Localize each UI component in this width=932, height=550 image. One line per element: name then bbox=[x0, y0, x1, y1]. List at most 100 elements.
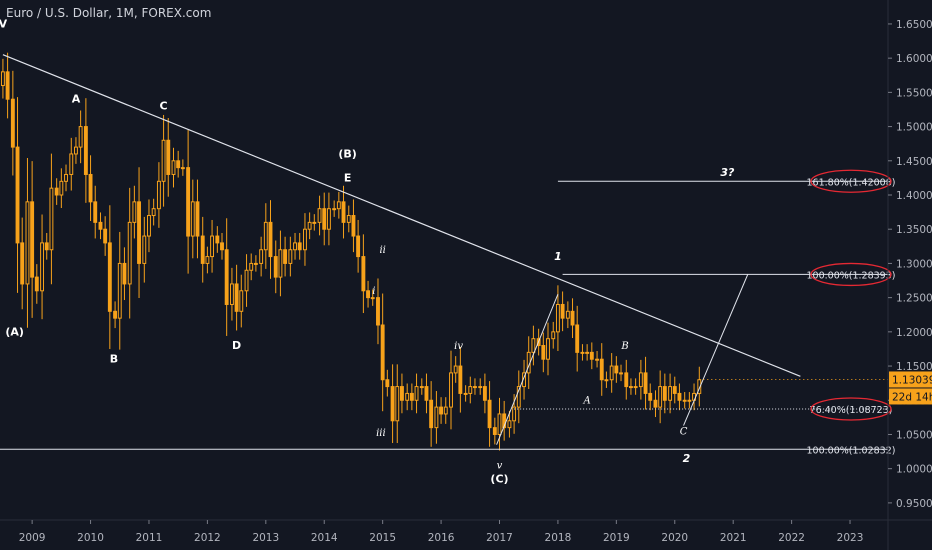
candle-body bbox=[253, 262, 258, 265]
wave-label: 2 bbox=[683, 452, 691, 465]
candle-body bbox=[49, 187, 54, 251]
fib-highlight-ellipse bbox=[810, 262, 892, 287]
candle-body bbox=[5, 71, 10, 100]
time-tick-label: 2013 bbox=[252, 532, 279, 544]
candle-body bbox=[268, 221, 273, 258]
candle-body bbox=[648, 392, 653, 401]
candle-body bbox=[356, 235, 361, 258]
price-tick-label: 1.15000 bbox=[896, 361, 932, 373]
fib-level-label: 161.80%(1.42008) bbox=[807, 177, 896, 188]
candle-body bbox=[137, 201, 141, 264]
candle-body bbox=[643, 372, 648, 394]
wave-label: (B) bbox=[338, 147, 356, 160]
candle-body bbox=[555, 303, 560, 333]
candle-body bbox=[604, 379, 609, 382]
candle-body bbox=[40, 242, 45, 292]
candle-body bbox=[653, 399, 658, 408]
candle-body bbox=[589, 351, 594, 360]
last-price-badge bbox=[889, 371, 932, 388]
candle-body bbox=[570, 310, 575, 326]
candle-body bbox=[142, 235, 147, 264]
candle-body bbox=[78, 126, 83, 148]
candle-body bbox=[273, 256, 278, 278]
candle-body bbox=[487, 399, 492, 429]
candle-body bbox=[385, 379, 390, 388]
wave-label: C bbox=[680, 426, 688, 437]
candle-body bbox=[409, 392, 414, 401]
candle-body bbox=[376, 297, 380, 326]
time-tick-label: 2014 bbox=[311, 532, 338, 544]
candle-body bbox=[239, 290, 244, 312]
trendline bbox=[2, 54, 801, 377]
candle-body bbox=[492, 427, 497, 435]
candle-body bbox=[88, 173, 93, 203]
projection-line bbox=[683, 274, 749, 426]
candle-body bbox=[380, 324, 385, 381]
candle-body bbox=[307, 221, 312, 230]
candle-body bbox=[609, 365, 614, 381]
candle-body bbox=[229, 283, 234, 305]
candle-body bbox=[482, 386, 487, 401]
candle-body bbox=[405, 392, 410, 401]
candle-body bbox=[249, 262, 254, 271]
candle-body bbox=[30, 201, 35, 278]
candle-body bbox=[180, 167, 185, 170]
wave-label: 3? bbox=[720, 166, 735, 179]
candle-body bbox=[585, 351, 590, 354]
price-tick-label: 1.00000 bbox=[896, 464, 932, 476]
candle-body bbox=[10, 98, 15, 148]
candle-body bbox=[463, 392, 468, 395]
price-tick-label: 1.05000 bbox=[896, 429, 932, 441]
candle-body bbox=[473, 386, 477, 389]
candle-body bbox=[638, 372, 643, 388]
time-axis[interactable]: 2009 2010 2011 2012 2013 2014 2015 2016 2017 2018… bbox=[0, 519, 932, 544]
candle-body bbox=[288, 249, 293, 264]
candle-body bbox=[297, 242, 302, 251]
price-tick-label: 0.95000 bbox=[896, 498, 932, 510]
wave-label: 1 bbox=[554, 250, 562, 263]
candle-body bbox=[575, 324, 580, 353]
candle-body bbox=[658, 386, 663, 408]
candle-body bbox=[439, 406, 444, 415]
time-tick-label: 2011 bbox=[136, 532, 163, 544]
candle-body bbox=[205, 256, 210, 264]
candle-body bbox=[317, 208, 322, 223]
candle-body bbox=[332, 208, 337, 211]
candle-body bbox=[83, 126, 88, 175]
candle-body bbox=[132, 201, 137, 223]
candle-body bbox=[69, 153, 74, 175]
candle-body bbox=[395, 386, 400, 422]
candle-body bbox=[107, 242, 112, 312]
candle-body bbox=[147, 215, 151, 237]
candle-body bbox=[366, 290, 371, 299]
price-tick-label: 1.50000 bbox=[896, 122, 932, 134]
wave-label: V bbox=[0, 17, 8, 30]
wave-label: A bbox=[72, 93, 81, 106]
price-axis[interactable]: 0.950001.000001.050001.100001.150001.200… bbox=[887, 0, 932, 550]
countdown-badge bbox=[889, 388, 932, 405]
candle-body bbox=[283, 249, 288, 264]
candle-body bbox=[166, 139, 171, 175]
candle-body bbox=[44, 242, 49, 251]
candle-body bbox=[346, 215, 351, 223]
candle-body bbox=[234, 283, 239, 312]
candle-body bbox=[614, 365, 619, 374]
price-tick-label: 1.65000 bbox=[896, 19, 932, 31]
candle-body bbox=[200, 235, 205, 264]
time-tick-label: 2010 bbox=[77, 532, 104, 544]
candle-body bbox=[497, 413, 502, 435]
candle-body bbox=[351, 215, 356, 237]
fib-highlight-ellipse bbox=[810, 397, 892, 421]
candle-body bbox=[687, 399, 692, 402]
candle-body bbox=[303, 228, 307, 251]
wave-label: B bbox=[110, 353, 118, 366]
wave-label: A bbox=[583, 396, 591, 407]
candle-body bbox=[633, 386, 638, 389]
candle-body bbox=[551, 331, 556, 340]
candle-body bbox=[190, 201, 195, 237]
candle-body bbox=[341, 201, 346, 223]
candle-body bbox=[336, 201, 341, 210]
candle-body bbox=[244, 269, 249, 292]
